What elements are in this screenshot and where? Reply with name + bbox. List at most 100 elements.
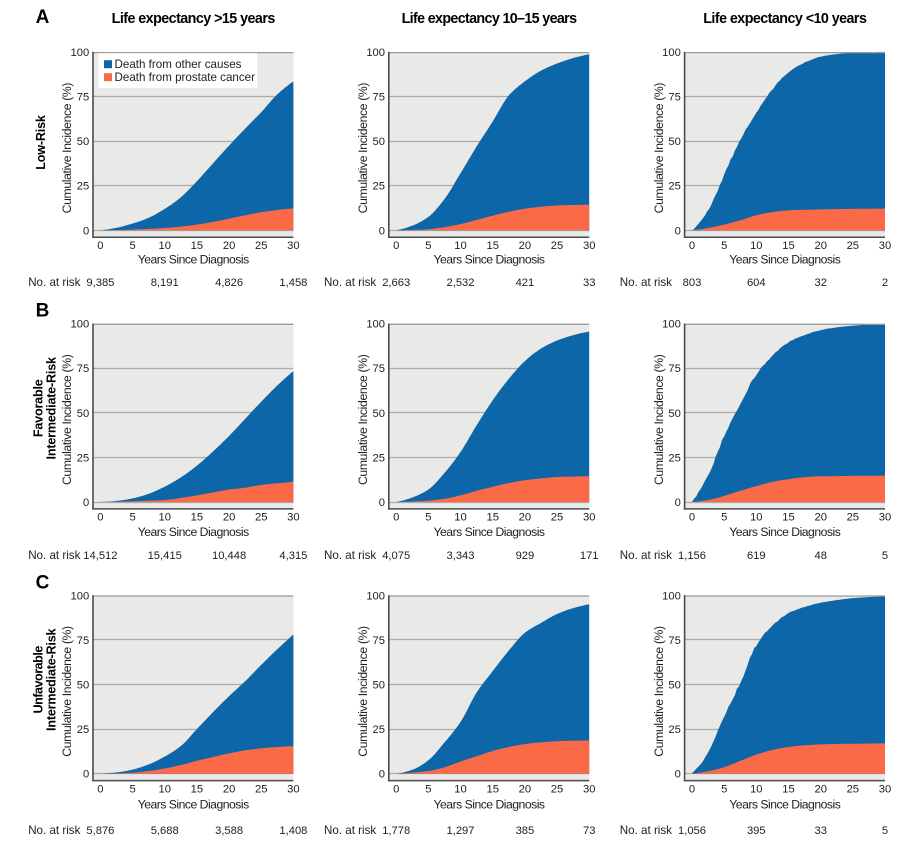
svg-text:10: 10	[158, 783, 170, 795]
svg-text:75: 75	[373, 92, 385, 104]
svg-text:A: A	[36, 7, 50, 28]
svg-text:50: 50	[668, 408, 680, 420]
svg-text:171: 171	[580, 550, 599, 562]
svg-text:100: 100	[71, 319, 90, 331]
svg-text:75: 75	[668, 363, 680, 375]
svg-text:20: 20	[519, 240, 531, 252]
svg-text:100: 100	[662, 319, 681, 331]
svg-text:48: 48	[814, 550, 826, 562]
svg-text:5: 5	[721, 240, 727, 252]
svg-text:25: 25	[847, 240, 859, 252]
svg-text:15: 15	[191, 240, 203, 252]
svg-text:Unfavorable: Unfavorable	[31, 646, 45, 714]
svg-text:25: 25	[255, 240, 267, 252]
svg-text:50: 50	[77, 408, 89, 420]
svg-text:25: 25	[255, 783, 267, 795]
svg-text:3,343: 3,343	[447, 550, 475, 562]
svg-text:30: 30	[287, 512, 299, 524]
svg-text:15: 15	[191, 512, 203, 524]
svg-text:Death from other causes: Death from other causes	[115, 58, 242, 71]
svg-text:Years Since Diagnosis: Years Since Diagnosis	[434, 798, 545, 812]
svg-text:100: 100	[662, 47, 681, 59]
svg-text:421: 421	[516, 277, 535, 289]
svg-text:Life expectancy 10–15 years: Life expectancy 10–15 years	[402, 11, 577, 27]
svg-text:No. at risk: No. at risk	[324, 549, 376, 562]
svg-text:Life expectancy >15 years: Life expectancy >15 years	[112, 11, 276, 27]
svg-text:15: 15	[486, 783, 498, 795]
svg-text:5: 5	[882, 550, 888, 562]
svg-text:Cumulative Incidence (%): Cumulative Incidence (%)	[60, 83, 74, 214]
svg-text:5: 5	[425, 783, 431, 795]
svg-text:Life expectancy <10 years: Life expectancy <10 years	[703, 11, 867, 27]
svg-text:20: 20	[519, 783, 531, 795]
svg-text:0: 0	[83, 225, 89, 237]
svg-text:33: 33	[583, 277, 595, 289]
svg-text:C: C	[36, 573, 50, 594]
svg-text:2,532: 2,532	[447, 277, 475, 289]
svg-text:No. at risk: No. at risk	[28, 549, 80, 562]
svg-text:75: 75	[77, 363, 89, 375]
svg-text:50: 50	[77, 136, 89, 148]
svg-text:Cumulative Incidence (%): Cumulative Incidence (%)	[356, 83, 370, 214]
svg-text:15: 15	[486, 512, 498, 524]
svg-text:803: 803	[683, 277, 702, 289]
svg-text:100: 100	[366, 47, 385, 59]
svg-text:15: 15	[486, 240, 498, 252]
svg-text:30: 30	[879, 240, 891, 252]
svg-text:0: 0	[689, 512, 695, 524]
svg-text:0: 0	[675, 225, 681, 237]
svg-text:929: 929	[516, 550, 535, 562]
svg-text:33: 33	[814, 825, 826, 837]
svg-text:100: 100	[71, 590, 90, 602]
svg-text:75: 75	[77, 92, 89, 104]
svg-text:2: 2	[882, 277, 888, 289]
svg-text:Death from prostate cancer: Death from prostate cancer	[115, 71, 256, 84]
svg-text:Cumulative Incidence (%): Cumulative Incidence (%)	[60, 354, 74, 485]
svg-text:0: 0	[83, 769, 89, 781]
svg-text:25: 25	[77, 452, 89, 464]
svg-text:Cumulative Incidence (%): Cumulative Incidence (%)	[652, 83, 666, 214]
svg-text:Cumulative Incidence (%): Cumulative Incidence (%)	[652, 626, 666, 757]
svg-text:1,778: 1,778	[382, 825, 410, 837]
svg-text:Years Since Diagnosis: Years Since Diagnosis	[138, 525, 249, 539]
svg-text:5,688: 5,688	[151, 825, 179, 837]
svg-text:Years Since Diagnosis: Years Since Diagnosis	[434, 525, 545, 539]
svg-text:25: 25	[373, 452, 385, 464]
svg-text:20: 20	[223, 512, 235, 524]
svg-text:32: 32	[814, 277, 826, 289]
svg-text:15: 15	[782, 240, 794, 252]
svg-text:0: 0	[97, 512, 103, 524]
svg-text:20: 20	[814, 512, 826, 524]
svg-text:0: 0	[393, 240, 399, 252]
svg-text:0: 0	[675, 769, 681, 781]
svg-text:10: 10	[454, 783, 466, 795]
svg-text:10: 10	[750, 240, 762, 252]
svg-text:5: 5	[129, 783, 135, 795]
svg-text:50: 50	[373, 408, 385, 420]
svg-text:Intermediate-Risk: Intermediate-Risk	[44, 356, 58, 459]
svg-text:50: 50	[373, 136, 385, 148]
svg-text:50: 50	[668, 680, 680, 692]
svg-text:Years Since Diagnosis: Years Since Diagnosis	[729, 798, 840, 812]
svg-text:15: 15	[782, 783, 794, 795]
svg-text:10: 10	[454, 512, 466, 524]
svg-text:25: 25	[77, 181, 89, 193]
svg-text:100: 100	[662, 590, 681, 602]
svg-text:10: 10	[750, 783, 762, 795]
svg-text:0: 0	[675, 497, 681, 509]
svg-text:Cumulative Incidence (%): Cumulative Incidence (%)	[356, 354, 370, 485]
svg-text:5: 5	[129, 512, 135, 524]
svg-text:0: 0	[379, 497, 385, 509]
svg-text:75: 75	[373, 363, 385, 375]
svg-text:0: 0	[689, 240, 695, 252]
svg-text:100: 100	[71, 47, 90, 59]
svg-text:2,663: 2,663	[382, 277, 410, 289]
svg-text:0: 0	[393, 512, 399, 524]
svg-text:30: 30	[287, 240, 299, 252]
svg-text:B: B	[36, 301, 50, 322]
svg-text:100: 100	[366, 590, 385, 602]
svg-text:Years Since Diagnosis: Years Since Diagnosis	[138, 253, 249, 267]
svg-text:15: 15	[782, 512, 794, 524]
svg-text:4,826: 4,826	[215, 277, 243, 289]
svg-text:30: 30	[287, 783, 299, 795]
